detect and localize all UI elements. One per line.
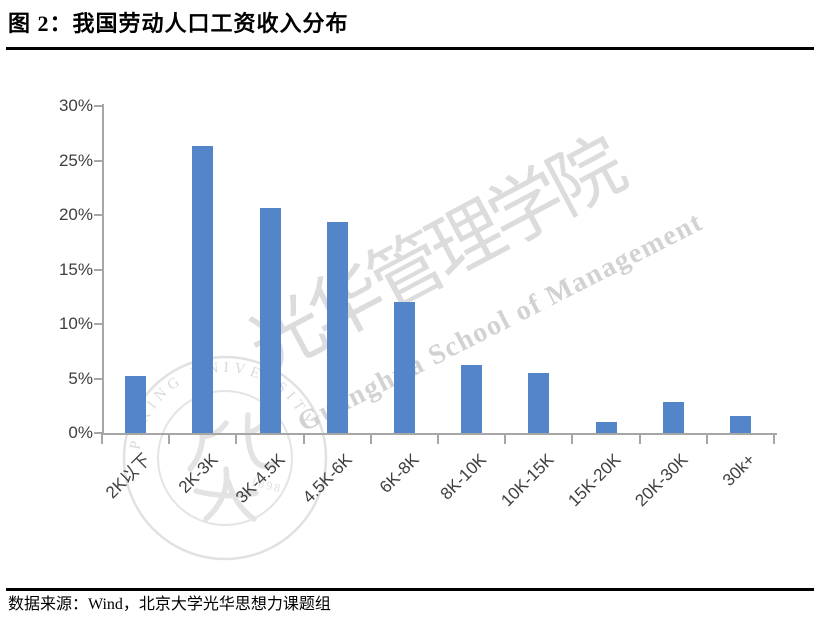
x-tick-mark [504,433,507,444]
x-tick-mark [437,433,439,444]
bar-1 [125,376,147,433]
bar-8 [595,422,617,433]
seal-inner-ring [157,390,293,526]
data-source-note: 数据来源：Wind，北京大学光华思想力课题组 [8,596,331,613]
bar-2 [192,146,214,433]
y-tick-mark [94,268,102,271]
bar-7 [528,373,550,433]
y-tick-label: 5% [68,368,93,388]
x-tick-label: 8K-10K [436,450,491,504]
x-tick-label: 10K-15K [497,450,558,511]
bar-9 [662,402,684,433]
x-tick-mark [773,433,775,444]
x-tick-label: 20K-30K [631,450,692,511]
figure-title: 图 2：我国劳动人口工资收入分布 [8,11,349,36]
x-tick-label: 6K-8K [375,450,423,497]
y-tick-mark [94,377,102,380]
x-tick-mark [101,433,103,444]
y-tick-label: 10% [58,314,93,333]
x-tick-mark [369,433,372,444]
bar-6 [461,365,483,433]
x-tick-mark [302,433,305,444]
y-tick-mark [94,432,102,434]
seal-outer-ring [122,355,328,561]
bar-10 [729,415,751,433]
x-axis-line [102,433,777,435]
x-tick-label: 2K以下 [101,450,155,503]
x-tick-mark [705,433,708,444]
title-divider [6,47,814,50]
x-tick-label: 3K-4.5K [231,450,289,507]
y-tick-label: 30% [58,96,93,115]
x-tick-mark [168,433,171,444]
y-tick-label: 0% [68,423,93,442]
x-tick-mark [571,433,574,444]
y-tick-label: 25% [58,150,93,170]
x-tick-mark [235,433,238,444]
x-tick-label: 4.5K-6K [298,450,356,507]
y-tick-mark [94,105,102,107]
bar-4 [326,221,348,433]
y-tick-mark [94,323,102,325]
footer-divider [6,588,814,591]
x-tick-label: 30k+ [719,450,759,490]
bar-5 [393,302,415,433]
x-tick-label: 15K-20K [564,450,625,511]
bar-3 [259,208,281,433]
y-axis-line [102,104,104,435]
y-tick-mark [94,159,102,162]
x-tick-label: 2K-3K [174,450,222,497]
y-tick-label: 20% [58,205,93,224]
y-tick-mark [94,214,102,216]
x-tick-mark [638,433,641,444]
y-tick-label: 15% [58,259,93,279]
